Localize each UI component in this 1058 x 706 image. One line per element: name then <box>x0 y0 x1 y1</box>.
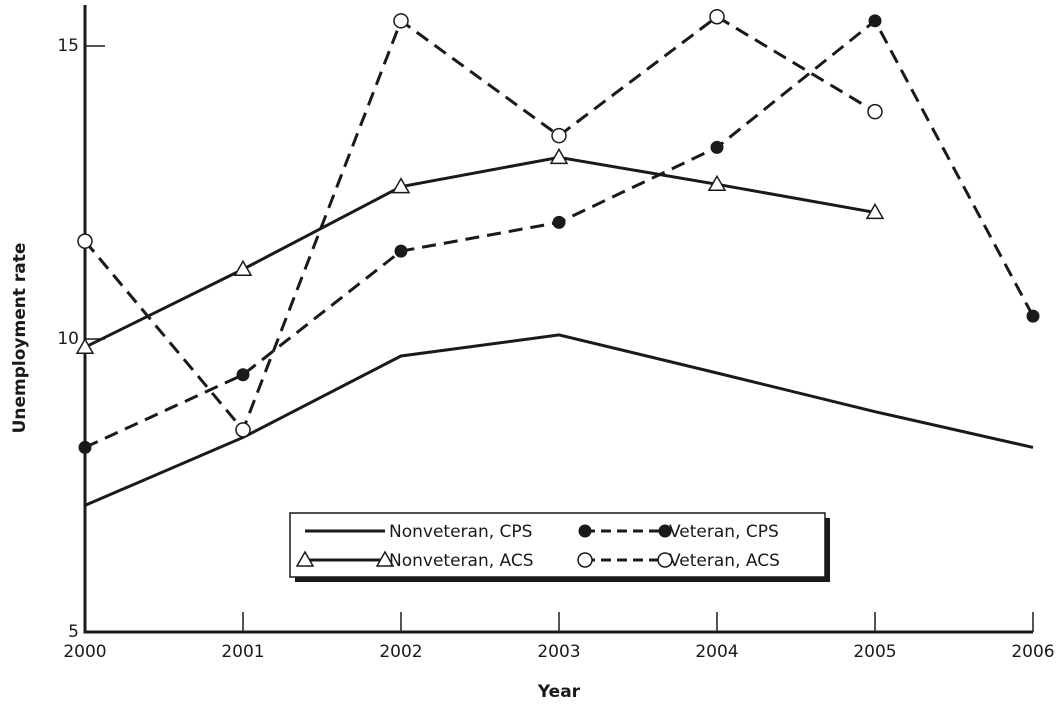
series-line <box>84 333 1034 507</box>
legend-marker <box>658 524 672 538</box>
legend-marker <box>375 550 395 567</box>
point <box>391 177 411 194</box>
y-tick-label: 10 <box>57 329 79 349</box>
point <box>867 103 883 120</box>
x-tick-label: 2004 <box>695 642 738 662</box>
legend-marker <box>577 552 593 568</box>
x-tick-label: 2005 <box>853 642 896 662</box>
y-tick-label: 5 <box>68 622 79 642</box>
point <box>552 215 566 229</box>
y-tick-label: 15 <box>57 36 79 56</box>
point <box>77 233 93 249</box>
point <box>549 147 569 165</box>
point <box>78 440 92 454</box>
point <box>551 127 567 144</box>
point <box>233 259 253 277</box>
y-axis-label: Unemployment rate <box>10 243 30 434</box>
x-tick-label: 2000 <box>63 642 106 662</box>
legend-marker <box>657 552 673 568</box>
point <box>393 13 409 29</box>
legend-label: Veteran, CPS <box>669 522 779 542</box>
point <box>707 174 727 192</box>
point <box>75 337 95 354</box>
point <box>1026 309 1040 323</box>
x-tick-label: 2006 <box>1011 642 1054 662</box>
legend-label: Nonveteran, ACS <box>389 551 534 571</box>
legend-label: Veteran, ACS <box>669 551 780 571</box>
series-line <box>84 18 1035 449</box>
point <box>236 368 250 382</box>
point <box>865 202 885 220</box>
legend-marker <box>295 550 315 567</box>
x-tick-label: 2003 <box>537 642 580 662</box>
legend-label: Nonveteran, CPS <box>389 522 532 542</box>
point <box>709 8 725 25</box>
point <box>710 140 724 154</box>
x-tick-label: 2001 <box>221 642 264 662</box>
x-tick-label: 2002 <box>379 642 422 662</box>
legend-marker <box>578 524 592 538</box>
point <box>394 244 408 258</box>
x-axis-label: Year <box>537 682 581 702</box>
series-line <box>84 155 876 349</box>
series-line <box>83 14 876 433</box>
point <box>235 422 251 438</box>
point <box>868 14 882 28</box>
